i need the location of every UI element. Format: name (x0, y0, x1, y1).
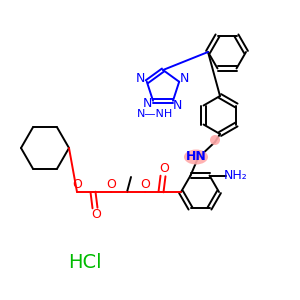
Text: N: N (142, 97, 152, 110)
Text: O: O (140, 178, 150, 190)
Text: O: O (72, 178, 82, 190)
Text: N: N (179, 72, 189, 85)
Text: N: N (172, 99, 182, 112)
Text: HN: HN (186, 151, 206, 164)
Ellipse shape (210, 135, 220, 145)
Text: NH₂: NH₂ (224, 169, 248, 182)
Text: HCl: HCl (68, 253, 102, 272)
Text: N: N (136, 72, 146, 85)
Text: O: O (159, 163, 169, 176)
Text: N—NH: N—NH (137, 109, 173, 119)
Ellipse shape (184, 149, 208, 164)
Text: O: O (91, 208, 101, 221)
Text: O: O (106, 178, 116, 190)
